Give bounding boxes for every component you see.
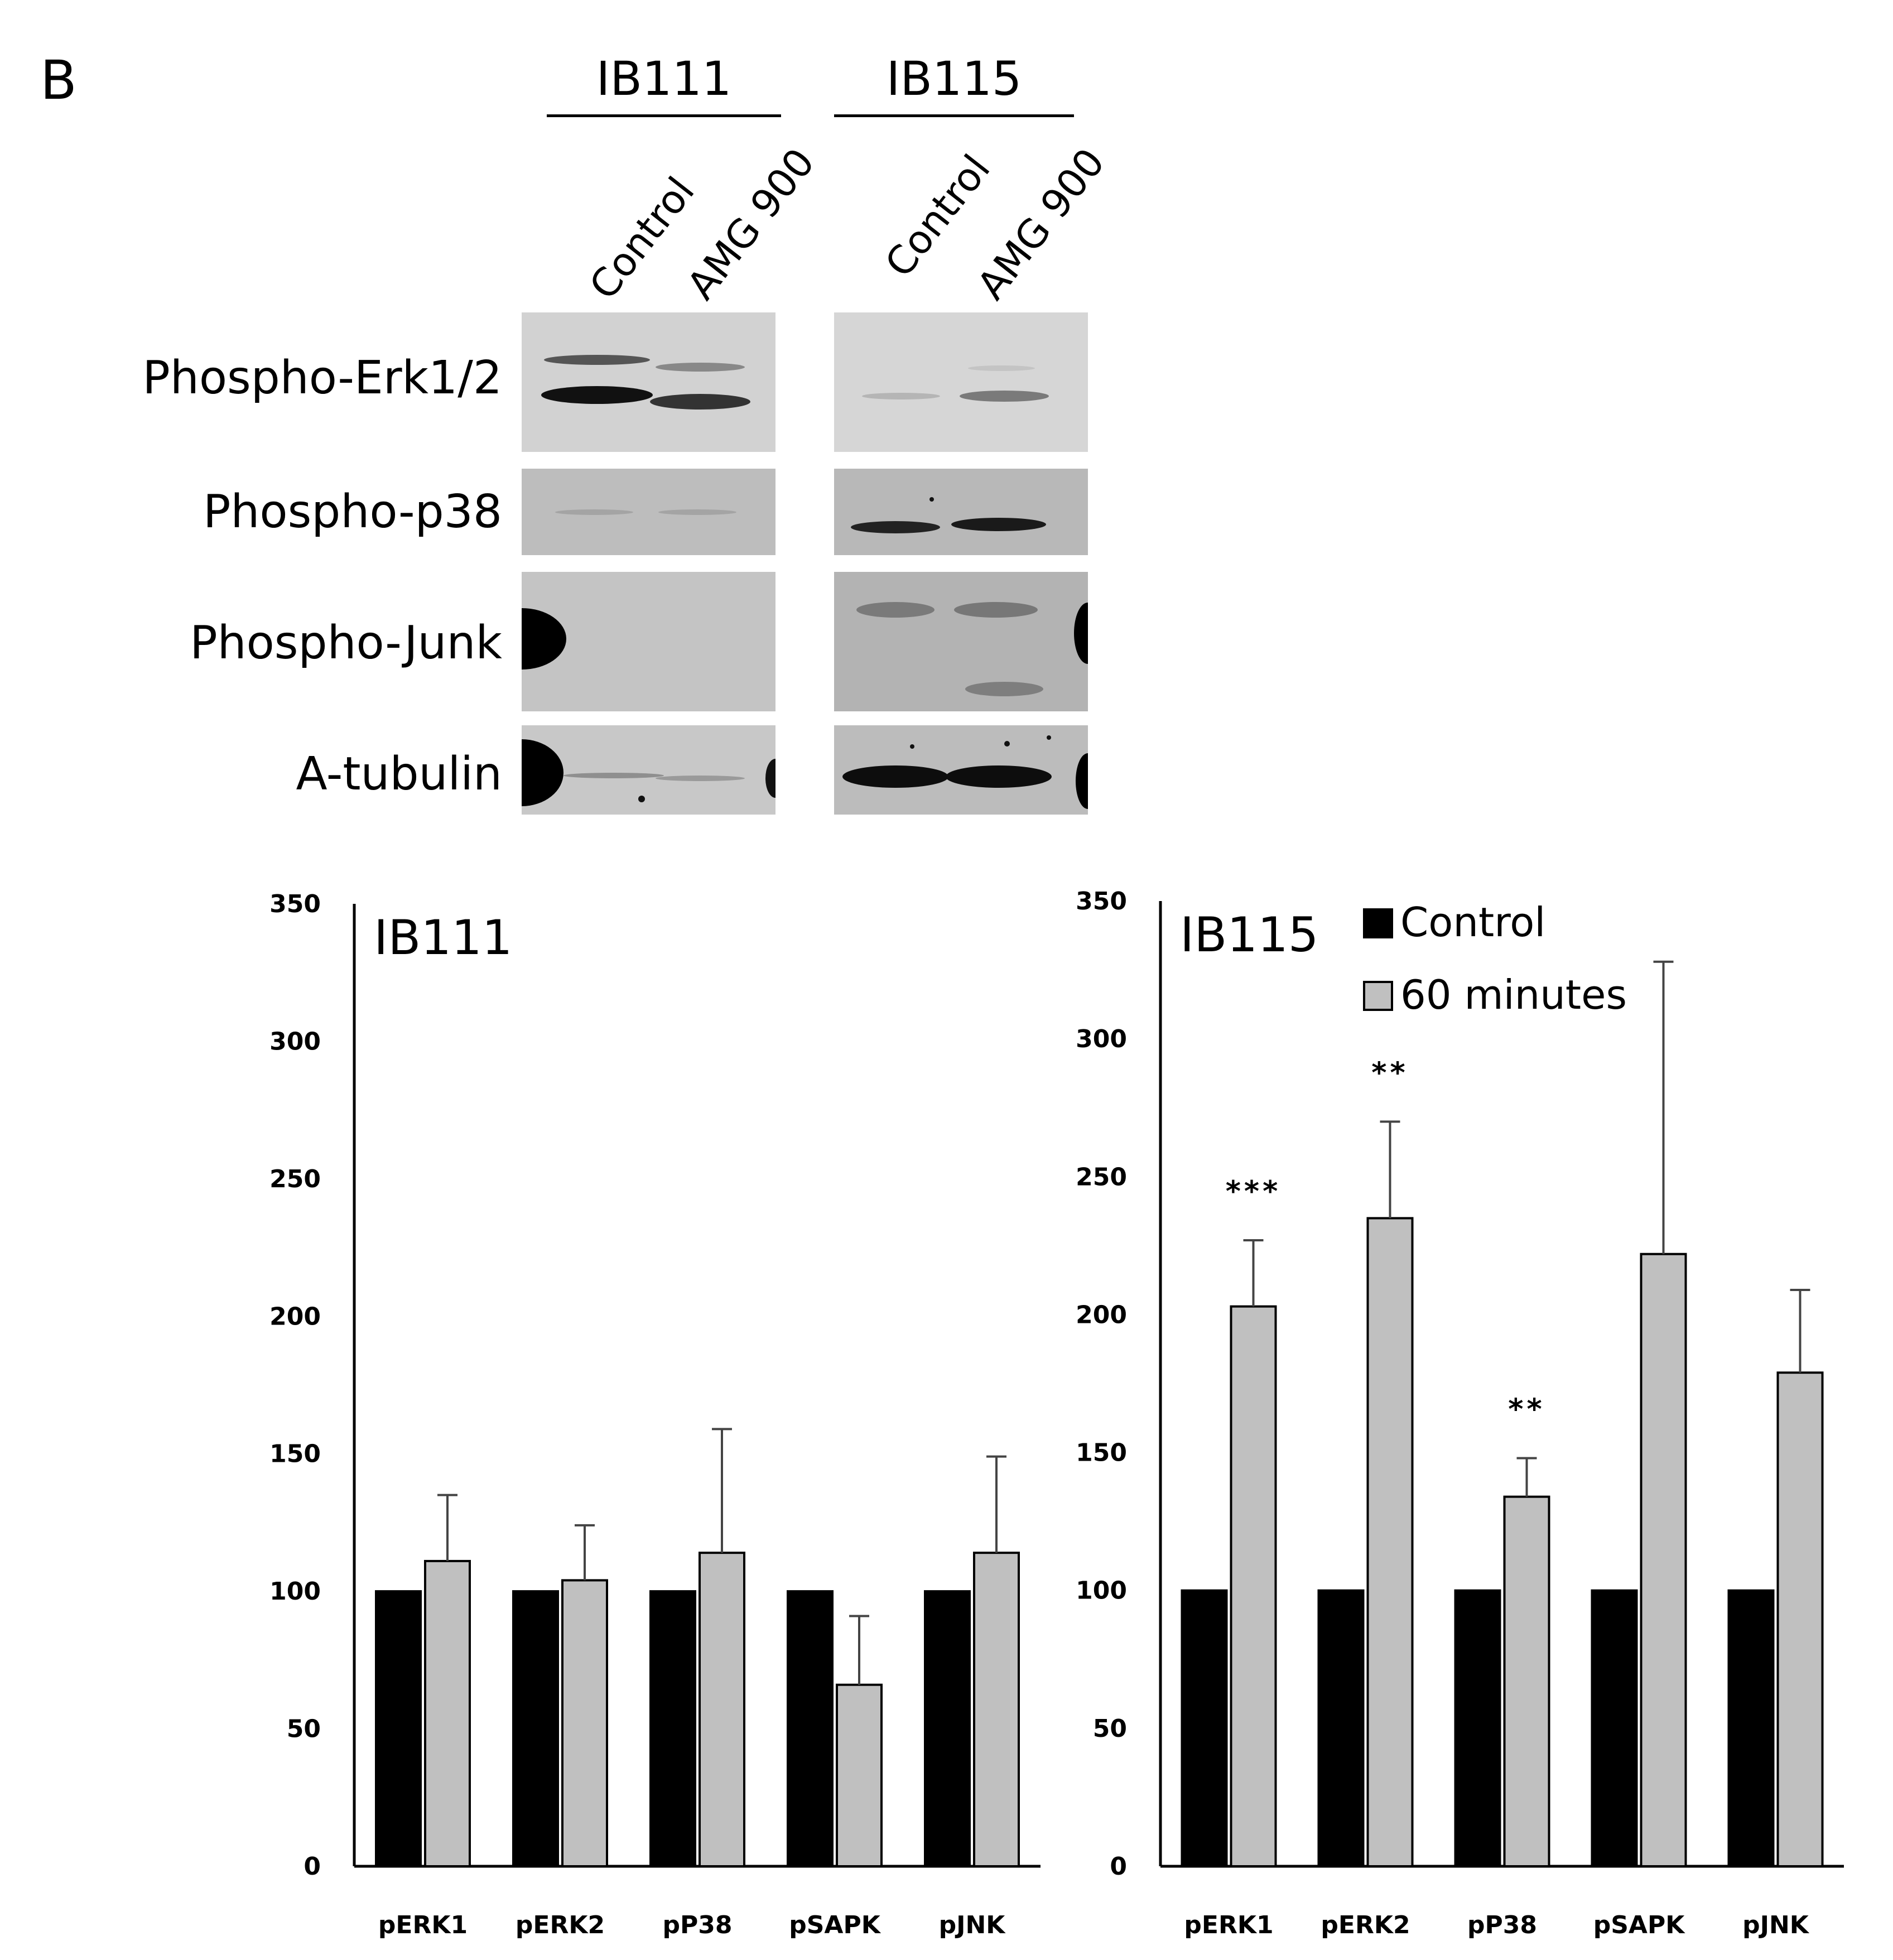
- chart-ib115-significance-perk2: **: [1371, 1056, 1408, 1090]
- chart-ib115-bar-psapk-control: [1591, 1589, 1638, 1867]
- chart-ib111-xtick-label: pSAPK: [789, 1911, 881, 1939]
- chart-ib115-legend-label-treatment: 60 minutes: [1400, 971, 1627, 1018]
- chart-ib115-ytick-label: 300: [1076, 1025, 1127, 1053]
- chart-ib111-bar-pp38-treatment: [699, 1552, 745, 1867]
- chart-ib111-ytick-label: 200: [269, 1302, 321, 1331]
- chart-ib115-significance-perk1: ***: [1226, 1175, 1282, 1208]
- blot-erk-ib111: [522, 312, 775, 452]
- bar-charts: 0 50 100 150 200 250 300 350 IB111 pERK1 pERK2 pP38…: [269, 887, 1844, 1939]
- chart-ib115-bar-perk1-treatment: [1230, 1305, 1277, 1867]
- chart-ib111-ytick-label: 50: [287, 1715, 321, 1744]
- lane-label-ib115-amg900: AMG 900: [968, 139, 1114, 308]
- chart-ib115-bar-perk2-treatment: [1366, 1217, 1414, 1867]
- chart-ib115-bar-perk1-control: [1181, 1589, 1228, 1867]
- chart-ib111-bar-perk1-treatment: [424, 1559, 471, 1867]
- chart-ib111-bar-perk2-treatment: [561, 1579, 608, 1867]
- blot-group-line-ib111: [547, 114, 781, 117]
- chart-ib115-xtick-label: pERK2: [1321, 1911, 1410, 1939]
- chart-ib115-ytick-label: 50: [1093, 1715, 1127, 1743]
- blot-tubulin-ib111: [522, 725, 775, 815]
- chart-ib115-xtick-label: pJNK: [1742, 1911, 1810, 1939]
- chart-ib111-bar-pjnk-control: [924, 1590, 971, 1867]
- chart-ib115-bar-perk2-control: [1317, 1589, 1365, 1867]
- chart-ib115-xtick-label: pSAPK: [1593, 1911, 1685, 1939]
- blot-row-label-tubulin: A-tubulin: [296, 748, 502, 801]
- chart-ib115-bar-pjnk-control: [1727, 1589, 1775, 1867]
- chart-ib115-ytick-label: 250: [1076, 1163, 1127, 1191]
- chart-ib115-ytick-label: 0: [1110, 1852, 1127, 1881]
- chart-ib115-bar-pp38-treatment: [1503, 1495, 1550, 1867]
- chart-ib111-bar-perk2-control: [512, 1590, 559, 1867]
- chart-ib111-ytick-label: 100: [269, 1577, 321, 1606]
- blot-group-title-ib115: IB115: [886, 51, 1022, 106]
- chart-ib111-ytick-label: 350: [269, 890, 321, 918]
- blot-group-title-ib111: IB111: [596, 51, 732, 106]
- blot-junk-ib115: [834, 572, 1088, 711]
- chart-ib111-bar-perk1-control: [375, 1590, 422, 1867]
- blot-row-label-junk: Phospho-Junk: [190, 617, 502, 670]
- chart-ib115-significance-pp38: **: [1508, 1393, 1545, 1426]
- lane-label-ib111-amg900: AMG 900: [678, 139, 824, 308]
- chart-ib115-ytick-label: 350: [1076, 887, 1127, 916]
- blot-row-label-p38: Phospho-p38: [203, 485, 502, 538]
- chart-ib111-xtick-label: pERK1: [378, 1911, 468, 1939]
- chart-ib111-xtick-label: pP38: [663, 1911, 733, 1939]
- blot-junk-ib111: [522, 572, 775, 711]
- chart-ib115-bar-psapk-treatment: [1640, 1253, 1687, 1868]
- panel-label: B: [40, 49, 77, 112]
- chart-ib115-legend-swatch-treatment: [1363, 981, 1393, 1011]
- blot-group-line-ib115: [834, 114, 1074, 117]
- chart-ib115-title: IB115: [1180, 907, 1319, 963]
- chart-ib115-ytick-label: 150: [1076, 1439, 1127, 1467]
- chart-ib111-ytick-label: 0: [304, 1852, 321, 1881]
- chart-ib111-ytick-label: 250: [269, 1165, 321, 1193]
- blot-erk-ib115: [834, 312, 1088, 452]
- chart-ib115-legend-label-control: Control: [1400, 899, 1545, 946]
- chart-ib115-ytick-label: 100: [1076, 1577, 1127, 1605]
- blot-p38-ib115: [834, 469, 1088, 555]
- chart-ib111-bar-pjnk-treatment: [973, 1552, 1020, 1867]
- chart-ib115-xtick-label: pP38: [1467, 1911, 1537, 1939]
- blot-p38-ib111: [522, 469, 775, 555]
- chart-ib111-bar-psapk-control: [787, 1590, 834, 1867]
- chart-ib111-ytick-label: 300: [269, 1027, 321, 1056]
- chart-ib111-xtick-label: pJNK: [939, 1911, 1006, 1939]
- chart-ib115-legend-swatch-control: [1363, 908, 1393, 938]
- lane-label-ib111-control: Control: [580, 168, 704, 308]
- chart-ib115-ytick-label: 200: [1076, 1301, 1127, 1329]
- chart-ib115-xtick-label: pERK1: [1184, 1911, 1273, 1939]
- chart-ib115-bar-pjnk-treatment: [1776, 1371, 1824, 1867]
- blot-row-label-erk: Phospho-Erk1/2: [142, 351, 502, 404]
- chart-ib111-bar-pp38-control: [649, 1590, 696, 1867]
- chart-ib111-title: IB111: [374, 910, 513, 966]
- chart-ib111-xtick-label: pERK2: [516, 1911, 605, 1939]
- blot-tubulin-ib115: [834, 725, 1088, 815]
- chart-ib111-ytick-label: 150: [269, 1440, 321, 1468]
- chart-ib111-bar-psapk-treatment: [836, 1683, 883, 1867]
- chart-ib115-bar-pp38-control: [1454, 1589, 1501, 1867]
